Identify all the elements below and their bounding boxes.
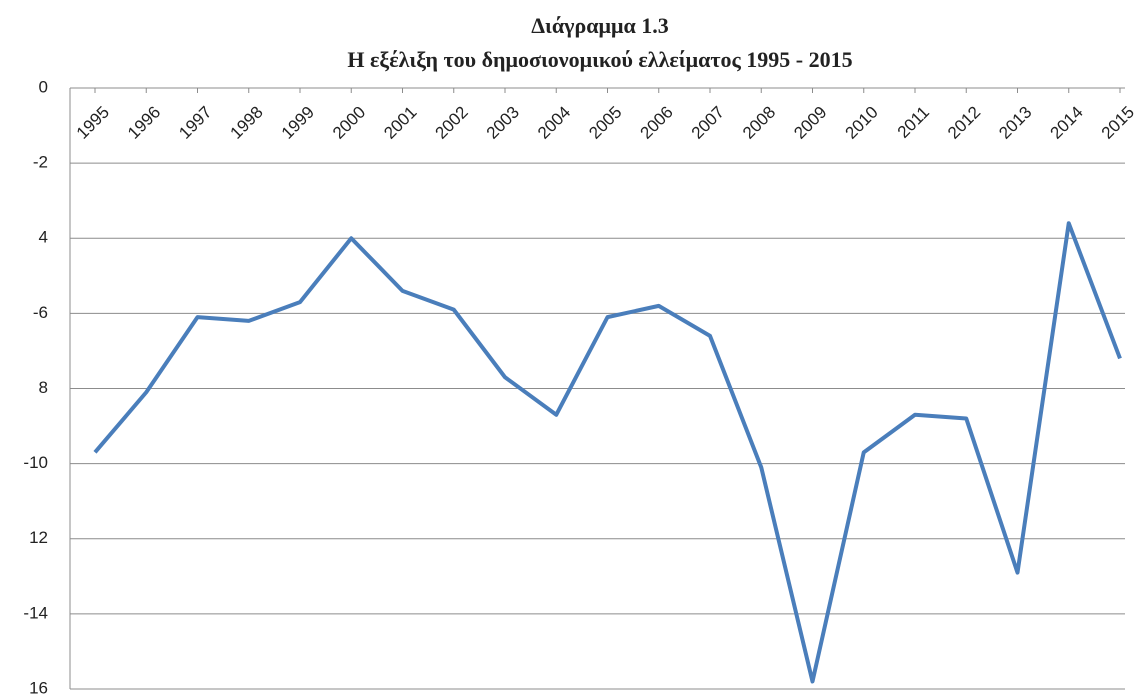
series-line — [93, 221, 1122, 684]
x-tick-label: 2007 — [688, 103, 728, 143]
y-tick-label: 0 — [39, 77, 48, 96]
y-tick-label: 4 — [39, 228, 48, 247]
x-tick-label: 1998 — [227, 103, 267, 143]
y-tick-label: -6 — [33, 303, 48, 322]
x-tick-label: 1996 — [124, 103, 164, 143]
x-tick-label: 2008 — [739, 103, 779, 143]
x-tick-label: 2011 — [894, 103, 933, 142]
y-tick-label: 8 — [39, 378, 48, 397]
x-tick-label: 2005 — [585, 103, 625, 143]
x-tick-label: 2001 — [380, 103, 420, 143]
x-tick-label: 2013 — [995, 103, 1035, 143]
x-tick-label: 1997 — [175, 103, 215, 143]
x-tick-label: 2000 — [329, 103, 369, 143]
y-tick-label: 16 — [29, 678, 48, 694]
y-tick-label: -2 — [33, 153, 48, 172]
x-tick-label: 1995 — [73, 103, 113, 143]
y-tick-label: -14 — [23, 603, 48, 622]
y-tick-label: -10 — [23, 453, 48, 472]
x-tick-label: 2014 — [1047, 103, 1087, 143]
y-tick-label: 12 — [29, 528, 48, 547]
x-tick-label: 2004 — [534, 103, 574, 143]
x-tick-label: 2009 — [790, 103, 830, 143]
x-tick-label: 2002 — [432, 103, 472, 143]
x-tick-label: 2003 — [483, 103, 523, 143]
x-tick-label: 2006 — [637, 103, 677, 143]
x-tick-label: 2012 — [944, 103, 984, 143]
x-tick-label: 2015 — [1098, 103, 1135, 143]
x-tick-label: 1999 — [278, 103, 318, 143]
chart-subtitle: Η εξέλιξη του δημοσιονομικού ελλείματος … — [347, 47, 852, 72]
x-tick-label: 2010 — [842, 103, 882, 143]
chart-title: Διάγραμμα 1.3 — [531, 13, 668, 38]
